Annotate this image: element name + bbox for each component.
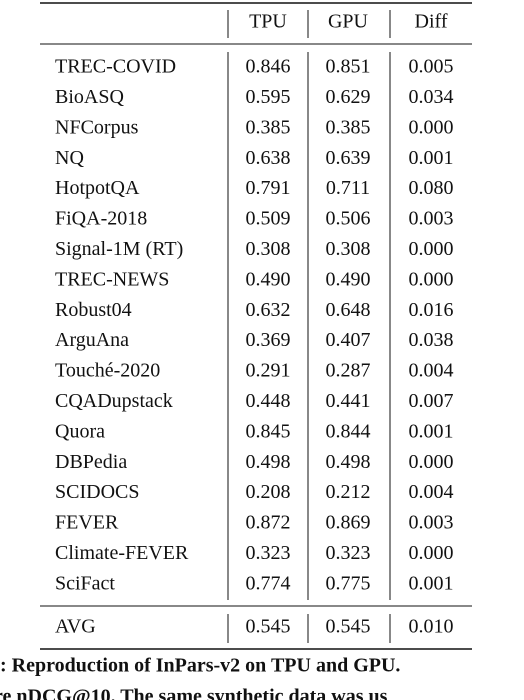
cell: 0.038 bbox=[409, 329, 454, 351]
cell: 0.000 bbox=[409, 116, 454, 138]
row-label: Signal-1M (RT) bbox=[55, 238, 183, 260]
cell: 0.407 bbox=[326, 329, 371, 351]
cell: 0.323 bbox=[326, 542, 371, 564]
cell: 0.001 bbox=[409, 572, 454, 594]
cell: 0.869 bbox=[326, 512, 371, 534]
cell: 0.509 bbox=[246, 208, 291, 230]
cell: 0.010 bbox=[409, 616, 454, 638]
column-header: GPU bbox=[328, 11, 369, 33]
column-header: Diff bbox=[415, 11, 448, 33]
row-label: TREC-NEWS bbox=[55, 268, 169, 290]
cell: 0.775 bbox=[326, 572, 371, 594]
cell: 0.506 bbox=[326, 208, 371, 230]
caption-line: re nDCG@10. The same synthetic data was … bbox=[0, 686, 388, 700]
cell: 0.001 bbox=[409, 147, 454, 169]
row-label: FEVER bbox=[55, 512, 119, 534]
cell: 0.212 bbox=[326, 481, 371, 503]
cell: 0.003 bbox=[409, 208, 454, 230]
cell: 0.003 bbox=[409, 512, 454, 534]
cell: 0.632 bbox=[246, 299, 291, 321]
cell: 0.208 bbox=[246, 481, 291, 503]
cell: 0.872 bbox=[246, 512, 291, 534]
cell: 0.000 bbox=[409, 238, 454, 260]
cell: 0.638 bbox=[246, 147, 291, 169]
cell: 0.844 bbox=[326, 420, 371, 442]
cell: 0.711 bbox=[326, 177, 370, 199]
cell: 0.498 bbox=[246, 451, 291, 473]
column-header: TPU bbox=[249, 11, 287, 33]
row-label: SciFact bbox=[55, 572, 115, 594]
cell: 0.441 bbox=[326, 390, 371, 412]
cell: 0.308 bbox=[246, 238, 291, 260]
cell: 0.498 bbox=[326, 451, 371, 473]
cell: 0.369 bbox=[246, 329, 291, 351]
cell: 0.385 bbox=[246, 116, 291, 138]
cell: 0.639 bbox=[326, 147, 371, 169]
cell: 0.000 bbox=[409, 542, 454, 564]
caption-line: : Reproduction of InPars-v2 on TPU and G… bbox=[0, 655, 400, 677]
cell: 0.007 bbox=[409, 390, 454, 412]
cell: 0.004 bbox=[409, 481, 454, 503]
cell: 0.385 bbox=[326, 116, 371, 138]
cell: 0.545 bbox=[246, 616, 291, 638]
cell: 0.001 bbox=[409, 420, 454, 442]
cell: 0.000 bbox=[409, 451, 454, 473]
cell: 0.287 bbox=[326, 360, 371, 382]
cell: 0.016 bbox=[409, 299, 454, 321]
cell: 0.490 bbox=[246, 268, 291, 290]
row-label: Touché-2020 bbox=[55, 360, 160, 382]
row-label: Robust04 bbox=[55, 299, 132, 321]
cell: 0.005 bbox=[409, 56, 454, 78]
cell: 0.845 bbox=[246, 420, 291, 442]
row-label: HotpotQA bbox=[55, 177, 140, 199]
row-label: Quora bbox=[55, 420, 105, 442]
cell: 0.545 bbox=[326, 616, 371, 638]
cell: 0.004 bbox=[409, 360, 454, 382]
column-separators bbox=[227, 10, 391, 643]
row-label: BioASQ bbox=[55, 86, 124, 108]
cell: 0.846 bbox=[246, 56, 291, 78]
row-label: AVG bbox=[55, 616, 96, 638]
row-label: ArguAna bbox=[55, 329, 129, 351]
cell: 0.448 bbox=[246, 390, 291, 412]
cell: 0.629 bbox=[326, 86, 371, 108]
cell: 0.851 bbox=[326, 56, 371, 78]
row-label: CQADupstack bbox=[55, 390, 173, 412]
cell: 0.291 bbox=[246, 360, 291, 382]
cell: 0.323 bbox=[246, 542, 291, 564]
cell: 0.490 bbox=[326, 268, 371, 290]
cell: 0.791 bbox=[246, 177, 291, 199]
cell: 0.308 bbox=[326, 238, 371, 260]
row-label: NFCorpus bbox=[55, 116, 139, 138]
cell: 0.080 bbox=[409, 177, 454, 199]
row-label: TREC-COVID bbox=[55, 56, 176, 78]
row-label: Climate-FEVER bbox=[55, 542, 189, 564]
row-label: DBPedia bbox=[55, 451, 127, 473]
row-label: SCIDOCS bbox=[55, 481, 139, 503]
cell: 0.000 bbox=[409, 268, 454, 290]
row-label: FiQA-2018 bbox=[55, 208, 147, 230]
cell: 0.595 bbox=[246, 86, 291, 108]
cell: 0.774 bbox=[246, 572, 291, 594]
cell: 0.034 bbox=[409, 86, 454, 108]
row-label: NQ bbox=[55, 147, 84, 169]
cell: 0.648 bbox=[326, 299, 371, 321]
